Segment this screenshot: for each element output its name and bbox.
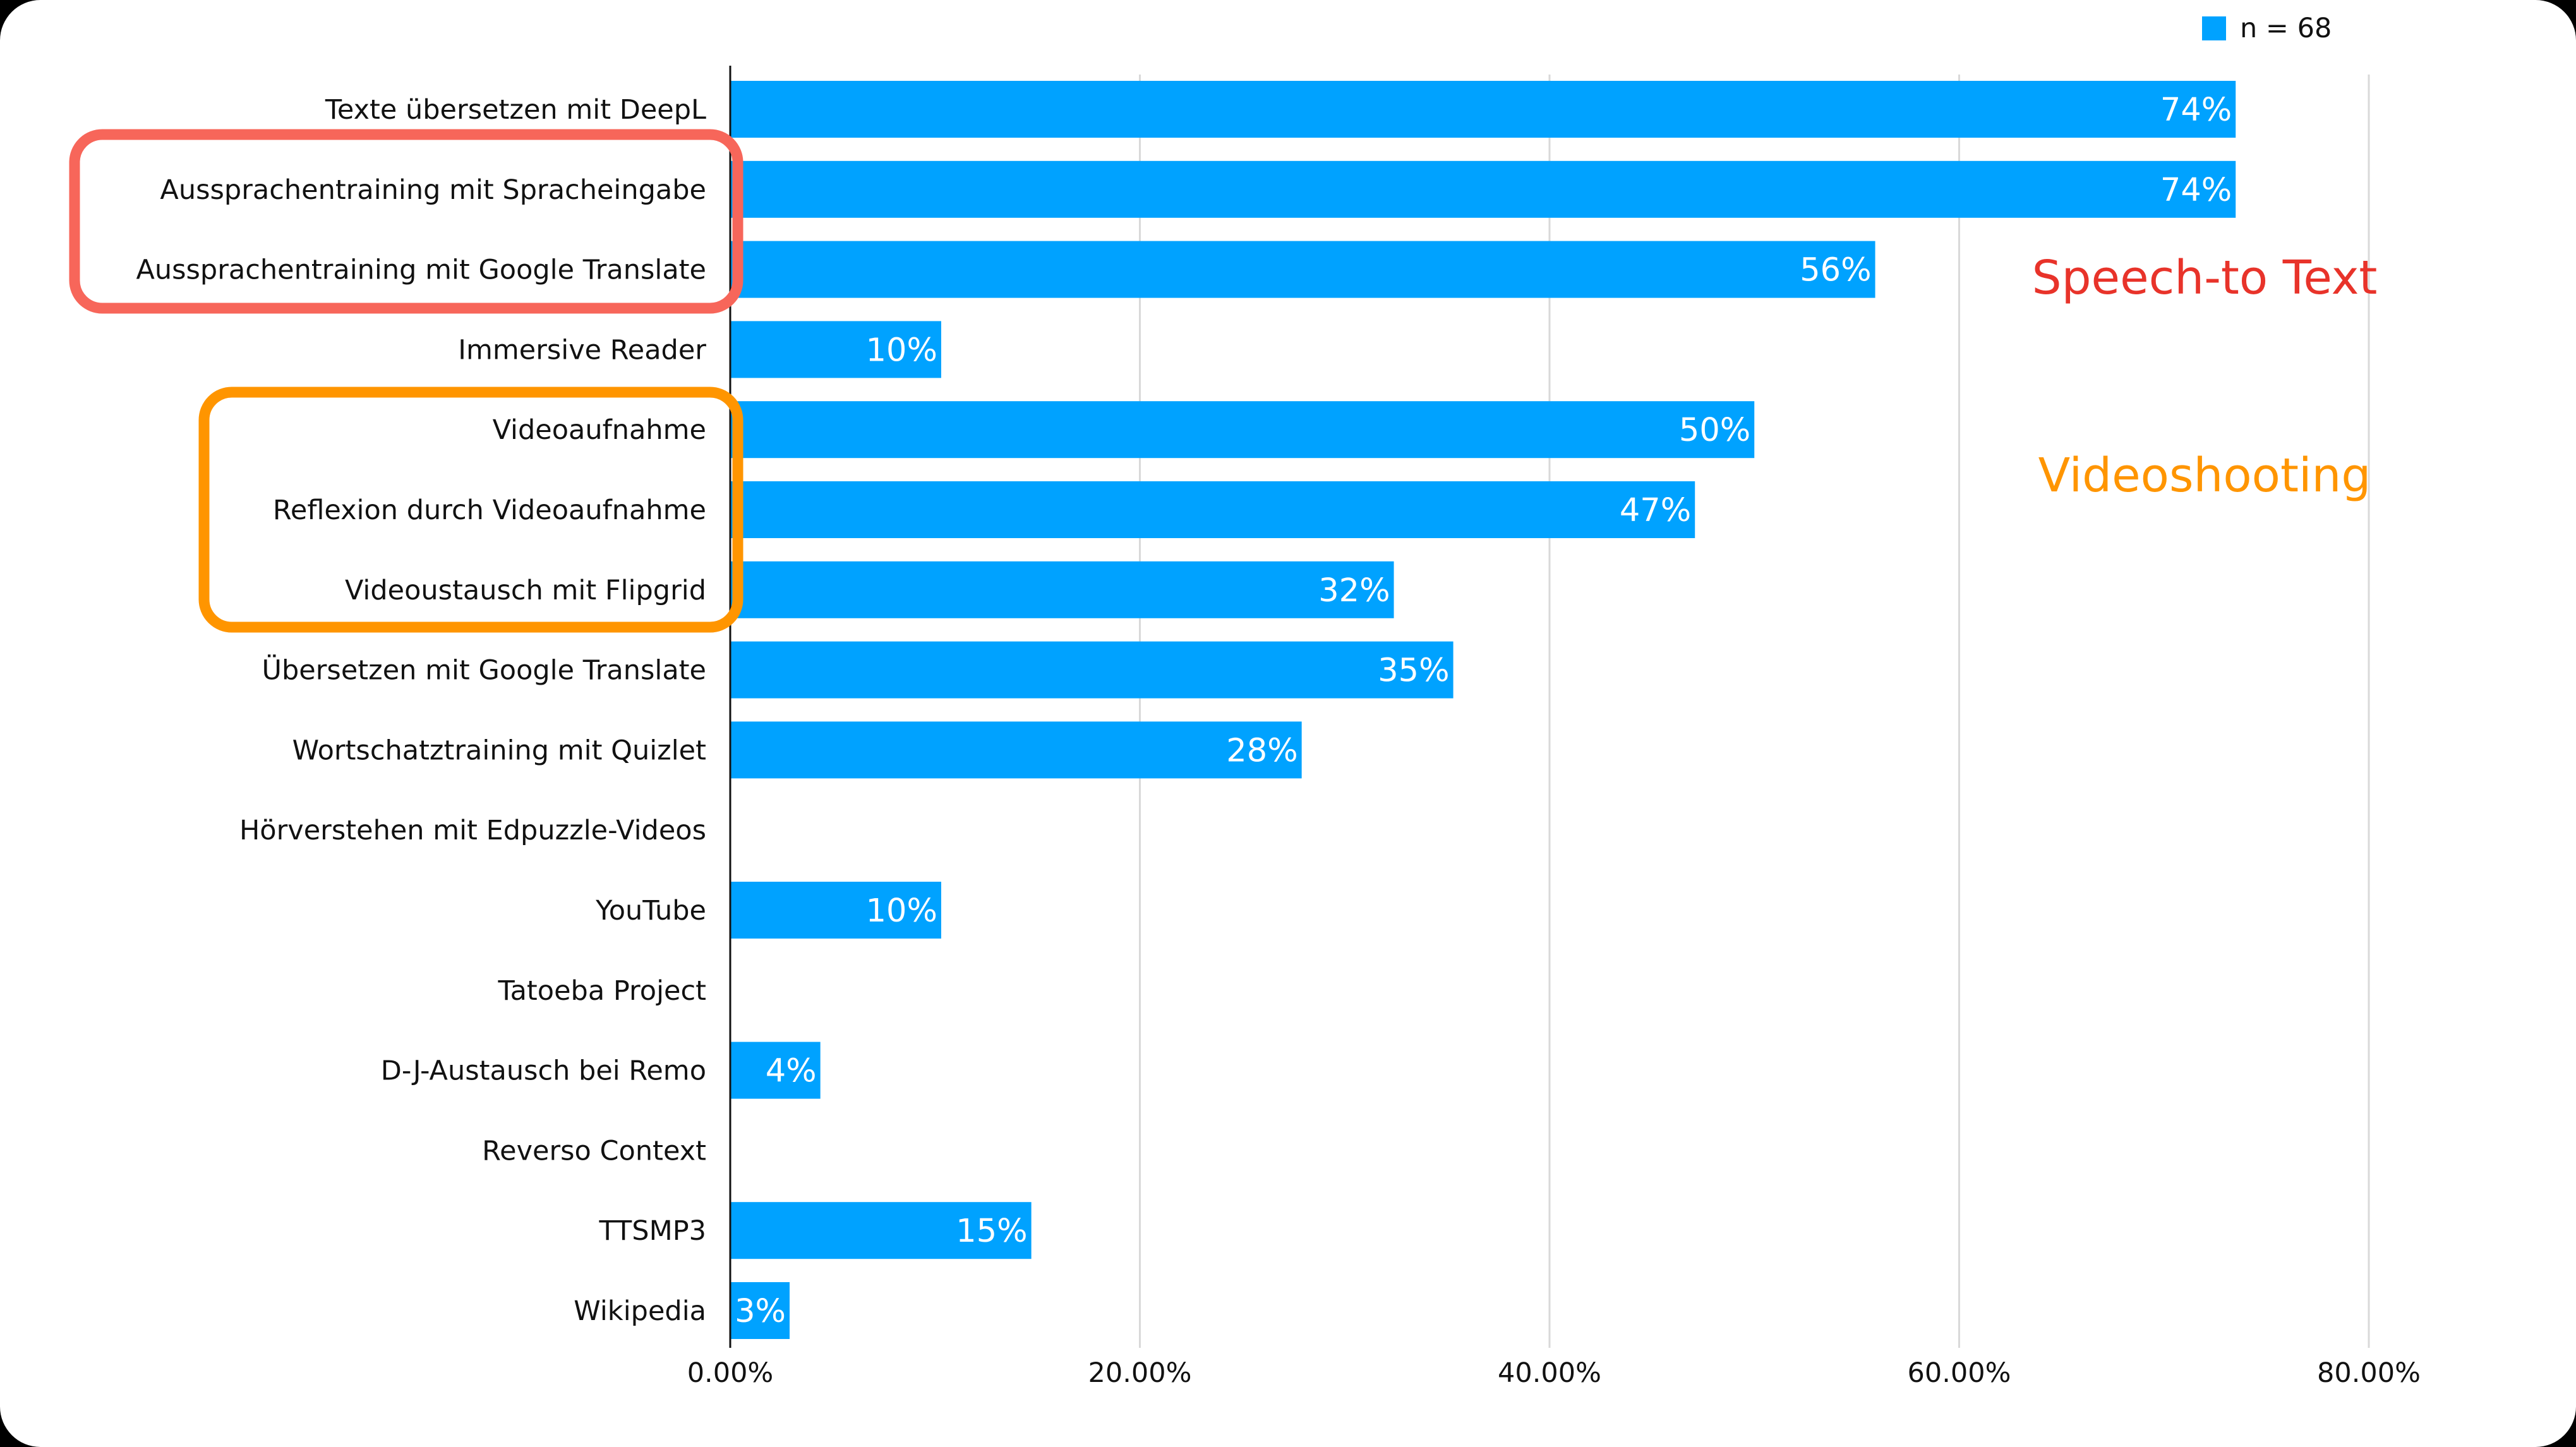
x-tick-label: 40.00% [1498,1357,1601,1389]
bar [730,641,1454,699]
category-label: D-J-Austausch bei Remo [381,1055,706,1087]
bars [730,81,2236,1339]
data-label: 35% [1378,652,1449,690]
bar [730,481,1695,538]
data-label: 3% [735,1293,786,1330]
bar [730,241,1875,298]
annotation-box [69,129,743,314]
category-label: Aussprachentraining mit Google Translate [136,255,706,286]
data-label: 74% [2160,172,2232,209]
data-label: 56% [1800,252,1871,289]
category-label: Immersive Reader [458,334,706,366]
category-label: Wikipedia [574,1295,706,1327]
bar [730,81,2236,138]
bar [730,401,1755,459]
data-label: 10% [866,332,937,369]
bar [730,882,941,939]
data-labels: 74% 74% 56% 10% 50% 47% 32% 35% 28% 10% 4% 15% 3% [735,92,2232,1330]
bar [730,1042,821,1099]
annotation-box [198,387,743,633]
data-label: 28% [1226,732,1297,769]
bar [730,721,1302,779]
annotation-label: Videoshooting [2038,448,2371,503]
data-label: 74% [2160,92,2232,129]
x-tick-label: 60.00% [1908,1357,2011,1389]
category-label: Hörverstehen mit Edpuzzle-Videos [239,815,706,846]
data-label: 15% [956,1213,1027,1250]
category-label: Videoaufnahme [493,414,706,446]
category-label: Wortschatztraining mit Quizlet [292,735,706,766]
legend-label: n = 68 [2240,13,2332,44]
annotations: Speech-to Text Videoshooting [69,129,2378,633]
data-label: 32% [1318,572,1390,609]
data-label: 47% [1620,492,1691,529]
legend-swatch [2202,16,2226,40]
bar [730,561,1394,618]
category-labels: Texte übersetzen mit DeepL Aussprachentra… [136,94,706,1327]
category-label: Videoustausch mit Flipgrid [345,575,706,606]
x-tick-label: 80.00% [2317,1357,2421,1389]
bar [730,1202,1032,1259]
category-label: TTSMP3 [599,1215,706,1247]
bar [730,321,941,378]
legend: n = 68 [2202,13,2332,44]
category-label: Reverso Context [482,1135,706,1167]
x-tick-label: 20.00% [1088,1357,1192,1389]
category-label: Übersetzen mit Google Translate [262,654,706,687]
bar [730,160,2236,218]
data-label: 10% [866,892,937,930]
category-label: YouTube [595,895,706,927]
x-tick-label: 0.00% [687,1357,774,1389]
category-label: Texte übersetzen mit DeepL [325,94,706,126]
category-label: Reflexion durch Videoaufnahme [273,495,706,526]
x-tick-labels: 0.00% 20.00% 40.00% 60.00% 80.00% [687,1357,2421,1389]
category-label: Aussprachentraining mit Spracheingabe [160,174,706,206]
data-label: 50% [1679,412,1750,449]
bar [730,1282,790,1339]
annotation-label: Speech-to Text [2032,251,2378,305]
category-label: Tatoeba Project [497,975,706,1007]
data-label: 4% [766,1053,817,1090]
